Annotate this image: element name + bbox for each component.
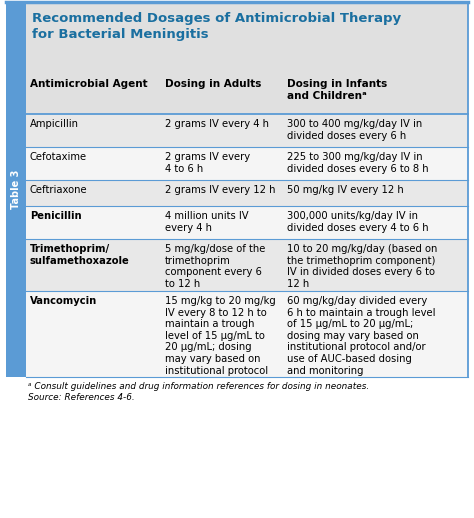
Text: 300,000 units/kg/day IV in
divided doses every 4 to 6 h: 300,000 units/kg/day IV in divided doses…	[287, 211, 428, 233]
Text: Dosing in Adults: Dosing in Adults	[165, 79, 261, 89]
Text: Trimethoprim/
sulfamethoxazole: Trimethoprim/ sulfamethoxazole	[30, 244, 130, 266]
Text: 2 grams IV every 12 h: 2 grams IV every 12 h	[165, 185, 275, 195]
Text: Dosing in Infants
and Childrenᵃ: Dosing in Infants and Childrenᵃ	[287, 79, 387, 100]
Bar	[26, 239, 468, 291]
Text: Cefotaxime: Cefotaxime	[30, 152, 87, 162]
Bar	[26, 147, 468, 180]
Text: Source: References 4-6.: Source: References 4-6.	[28, 393, 135, 402]
Text: 4 million units IV
every 4 h: 4 million units IV every 4 h	[165, 211, 249, 233]
Text: 2 grams IV every
4 to 6 h: 2 grams IV every 4 to 6 h	[165, 152, 250, 174]
Text: 5 mg/kg/dose of the
trimethoprim
component every 6
to 12 h: 5 mg/kg/dose of the trimethoprim compone…	[165, 244, 265, 289]
Bar	[6, 2, 26, 377]
Text: Recommended Dosages of Antimicrobial Therapy: Recommended Dosages of Antimicrobial The…	[32, 12, 401, 25]
Text: Vancomycin: Vancomycin	[30, 296, 97, 306]
Text: 15 mg/kg to 20 mg/kg
IV every 8 to 12 h to
maintain a trough
level of 15 μg/mL t: 15 mg/kg to 20 mg/kg IV every 8 to 12 h …	[165, 296, 276, 376]
Text: ᵃ Consult guidelines and drug information references for dosing in neonates.: ᵃ Consult guidelines and drug informatio…	[28, 382, 369, 391]
Text: 60 mg/kg/day divided every
6 h to maintain a trough level
of 15 μg/mL to 20 μg/m: 60 mg/kg/day divided every 6 h to mainta…	[287, 296, 435, 376]
Text: Antimicrobial Agent: Antimicrobial Agent	[30, 79, 147, 89]
Bar	[26, 114, 468, 147]
Text: 2 grams IV every 4 h: 2 grams IV every 4 h	[165, 119, 269, 129]
Text: Table 3: Table 3	[11, 170, 21, 209]
Text: 300 to 400 mg/kg/day IV in
divided doses every 6 h: 300 to 400 mg/kg/day IV in divided doses…	[287, 119, 422, 140]
Text: 225 to 300 mg/kg/day IV in
divided doses every 6 to 8 h: 225 to 300 mg/kg/day IV in divided doses…	[287, 152, 428, 174]
Bar	[26, 206, 468, 239]
Text: 50 mg/kg IV every 12 h: 50 mg/kg IV every 12 h	[287, 185, 403, 195]
Text: Ceftriaxone: Ceftriaxone	[30, 185, 88, 195]
Text: for Bacterial Meningitis: for Bacterial Meningitis	[32, 28, 209, 41]
Bar	[26, 180, 468, 206]
Text: 10 to 20 mg/kg/day (based on
the trimethoprim component)
IV in divided doses eve: 10 to 20 mg/kg/day (based on the trimeth…	[287, 244, 437, 289]
Text: Penicillin: Penicillin	[30, 211, 82, 221]
Bar	[26, 291, 468, 377]
Bar	[26, 74, 468, 114]
Text: Ampicillin: Ampicillin	[30, 119, 79, 129]
Bar	[6, 2, 468, 74]
